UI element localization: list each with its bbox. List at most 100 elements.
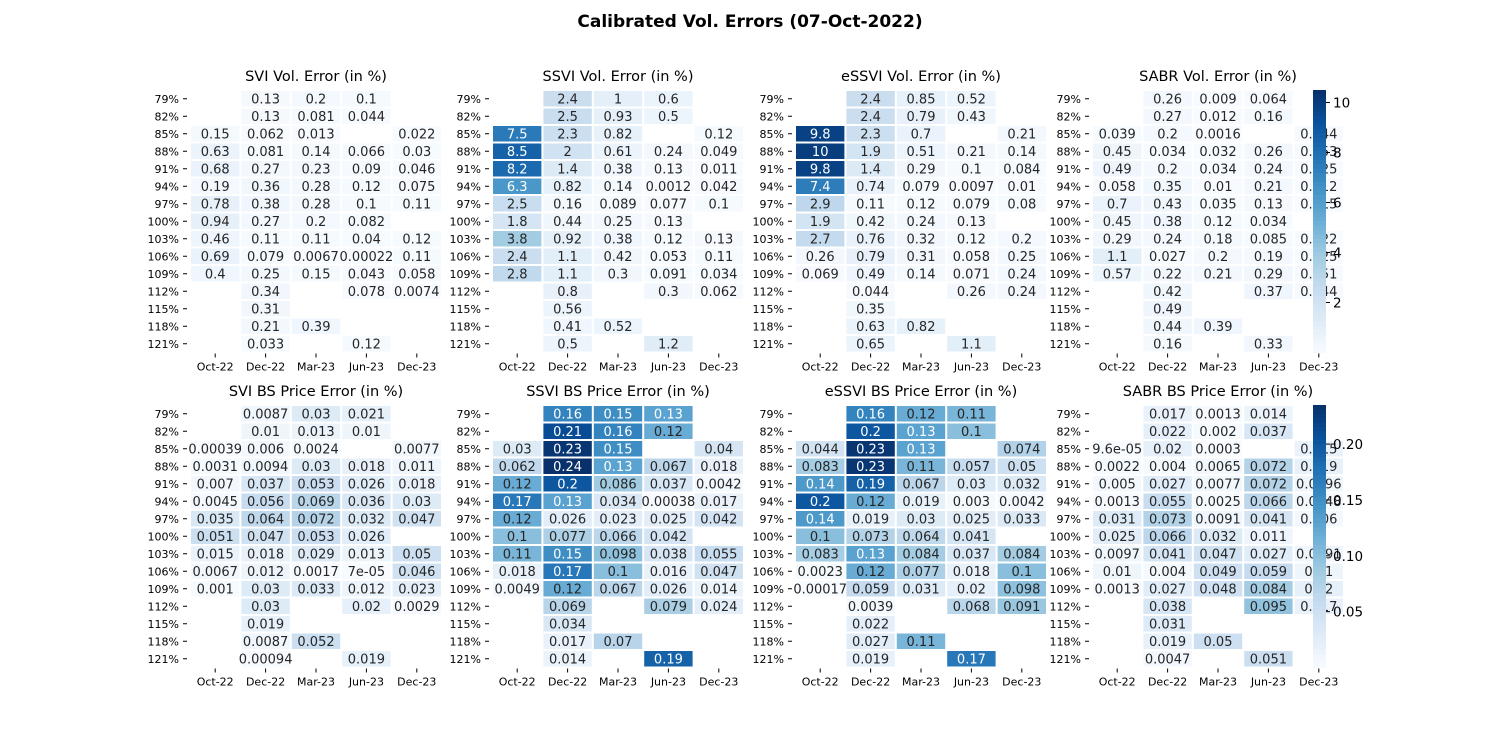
heatmap-cell bbox=[1193, 178, 1243, 194]
cell-value-label: 0.027 bbox=[1149, 582, 1186, 597]
heatmap-cell bbox=[392, 511, 441, 527]
cell-value-label: 0.28 bbox=[302, 197, 331, 212]
colorbar-segment bbox=[1313, 553, 1326, 559]
y-tick-label: 103% bbox=[148, 233, 179, 246]
cell-value-label: 0.34 bbox=[251, 285, 280, 300]
cell-value-label: 0.52 bbox=[957, 92, 986, 107]
cell-value-label: 0.019 bbox=[902, 495, 939, 510]
heatmap-cell bbox=[846, 231, 895, 247]
colorbar-segment bbox=[1313, 203, 1326, 209]
heatmap-cell bbox=[997, 161, 1046, 177]
colorbar-segment bbox=[1313, 129, 1326, 135]
cell-value-label: 0.01 bbox=[251, 425, 280, 440]
colorbar-segment bbox=[1313, 496, 1326, 502]
cell-value-label: 0.002 bbox=[1199, 425, 1236, 440]
heatmap-cell bbox=[1193, 476, 1243, 492]
heatmap-cell bbox=[1143, 633, 1192, 649]
cell-value-label: 0.19 bbox=[654, 652, 683, 667]
cell-value-label: 0.064 bbox=[247, 512, 284, 527]
cell-value-label: 0.11 bbox=[402, 250, 431, 265]
cell-value-label: 0.014 bbox=[549, 652, 586, 667]
cell-value-label: 0.21 bbox=[957, 145, 986, 160]
heatmap-cell bbox=[543, 458, 592, 474]
colorbar-segment bbox=[1313, 440, 1326, 445]
x-tick-label: Dec-23 bbox=[397, 361, 436, 374]
heatmap-cell bbox=[392, 161, 441, 177]
heatmap-cell bbox=[392, 143, 441, 159]
cell-value-label: 0.007 bbox=[197, 477, 234, 492]
cell-value-label: 0.29 bbox=[907, 162, 936, 177]
heatmap-cell bbox=[846, 161, 895, 177]
cell-value-label: 0.13 bbox=[604, 460, 633, 475]
y-tick-label: 118% bbox=[753, 320, 784, 333]
heatmap-cell bbox=[1193, 266, 1243, 282]
cell-value-label: 0.0047 bbox=[1145, 652, 1191, 667]
cell-value-label: 0.38 bbox=[604, 232, 633, 247]
cell-value-label: 1 bbox=[614, 92, 622, 107]
heatmap-cell bbox=[342, 91, 391, 107]
y-tick-label: 82% bbox=[760, 425, 784, 438]
colorbar-segment bbox=[1313, 448, 1326, 454]
colorbar-segment bbox=[1313, 326, 1326, 332]
cell-value-label: 0.25 bbox=[1007, 250, 1036, 265]
heatmap-cell bbox=[1143, 196, 1192, 212]
cell-value-label: 2.7 bbox=[810, 232, 831, 247]
heatmap-cell bbox=[1244, 546, 1293, 562]
cell-value-label: 0.2 bbox=[306, 215, 327, 230]
heatmap-cell bbox=[947, 493, 996, 509]
cell-value-label: 0.09 bbox=[352, 162, 381, 177]
cell-value-label: 0.19 bbox=[201, 180, 230, 195]
cell-value-label: 2.5 bbox=[557, 110, 578, 125]
figure-title: Calibrated Vol. Errors (07-Oct-2022) bbox=[577, 12, 923, 32]
cell-value-label: 0.0042 bbox=[696, 477, 742, 492]
cell-value-label: 0.24 bbox=[1007, 285, 1036, 300]
heatmap-cell bbox=[543, 633, 592, 649]
cell-value-label: 0.026 bbox=[348, 477, 385, 492]
cell-value-label: 0.2 bbox=[557, 477, 578, 492]
heatmap-cell bbox=[947, 511, 996, 527]
y-tick-label: 82% bbox=[457, 110, 481, 123]
heatmap-cell bbox=[796, 143, 845, 159]
heatmap-cell bbox=[1244, 528, 1293, 544]
heatmap-cell bbox=[1143, 231, 1192, 247]
cell-value-label: 0.85 bbox=[907, 92, 936, 107]
heatmap-cell bbox=[694, 248, 743, 264]
x-tick-label: Oct-22 bbox=[1099, 676, 1136, 689]
cell-value-label: 9.8 bbox=[810, 127, 831, 142]
cell-value-label: 0.11 bbox=[957, 407, 986, 422]
y-tick-label: 79% bbox=[1057, 408, 1081, 421]
x-tick-label: Dec-22 bbox=[548, 361, 587, 374]
cell-value-label: 0.13 bbox=[704, 232, 733, 247]
cell-value-label: 0.066 bbox=[1250, 495, 1287, 510]
colorbar-segment bbox=[1313, 120, 1326, 126]
heatmap-cell bbox=[593, 423, 643, 439]
heatmap-cell bbox=[947, 143, 996, 159]
cell-value-label: 0.013 bbox=[297, 127, 334, 142]
cell-value-label: 0.08 bbox=[1007, 197, 1036, 212]
heatmap-cell bbox=[392, 581, 441, 597]
heatmap-cell bbox=[1143, 301, 1192, 317]
cell-value-label: 0.053 bbox=[297, 530, 334, 545]
cell-value-label: 0.014 bbox=[700, 582, 737, 597]
heatmap-cell bbox=[694, 458, 743, 474]
cell-value-label: 0.026 bbox=[348, 530, 385, 545]
heatmap-cell bbox=[593, 441, 643, 457]
cell-value-label: 0.069 bbox=[549, 600, 586, 615]
cell-value-label: 0.042 bbox=[650, 530, 687, 545]
colorbar-segment bbox=[1313, 619, 1326, 625]
cell-value-label: 0.42 bbox=[856, 215, 885, 230]
cell-value-label: 0.079 bbox=[953, 197, 990, 212]
cell-value-label: 0.82 bbox=[604, 127, 633, 142]
heatmap-cell bbox=[947, 563, 996, 579]
heatmap-cell bbox=[1093, 511, 1142, 527]
heatmap-cell bbox=[593, 108, 643, 124]
colorbar-segment bbox=[1313, 160, 1326, 165]
colorbar-segment bbox=[1313, 606, 1326, 612]
heatmap-cell bbox=[593, 213, 643, 229]
y-tick-label: 115% bbox=[450, 303, 481, 316]
heatmap-cell bbox=[896, 458, 946, 474]
cell-value-label: 0.069 bbox=[802, 267, 839, 282]
x-tick-label: Oct-22 bbox=[197, 361, 234, 374]
y-tick-label: 121% bbox=[753, 653, 784, 666]
y-tick-label: 112% bbox=[1050, 600, 1081, 613]
